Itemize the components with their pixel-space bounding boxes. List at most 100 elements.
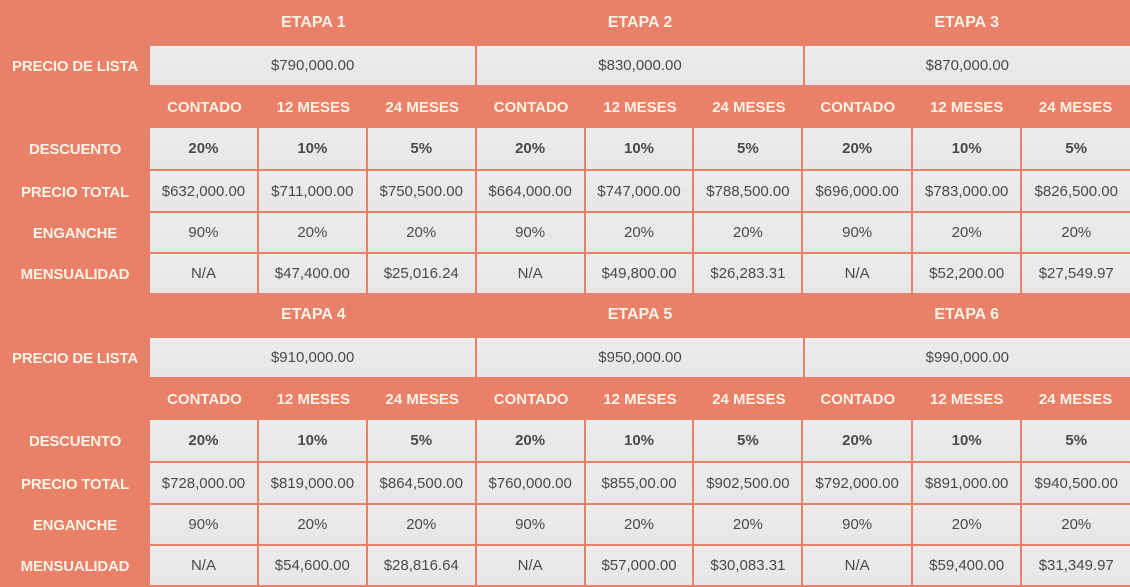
enganche-cell: 20%: [694, 213, 804, 254]
precio-total-cell: $664,000.00: [476, 171, 586, 213]
descuento-cell: 10%: [912, 128, 1023, 171]
mensualidad-cell: N/A: [803, 254, 913, 295]
precio-total-cell: $864,500.00: [367, 463, 477, 505]
plan-header: CONTADO: [820, 99, 896, 116]
descuento-cell: 10%: [258, 420, 368, 463]
plan-header: CONTADO: [167, 99, 242, 116]
descuento-cell: 5%: [694, 420, 804, 463]
etapa-title: ETAPA 2: [607, 14, 673, 31]
enganche-cell: 90%: [803, 213, 913, 254]
descuento-cell: 20%: [150, 420, 259, 463]
precio-lista-value: $990,000.00: [804, 338, 1130, 379]
row-header: ETAPA 4 ETAPA 5 ETAPA 6: [0, 292, 1130, 338]
row-header: ETAPA 1 ETAPA 2 ETAPA 3: [0, 0, 1130, 46]
descuento-cell: 20%: [476, 128, 586, 171]
mensualidad-cell: $30,083.31: [694, 546, 804, 587]
plan-header: 24 MESES: [385, 99, 459, 116]
enganche-cell: 20%: [694, 505, 804, 546]
plan-header: 24 MESES: [1038, 99, 1113, 116]
row-label-precio-lista: PRECIO DE LISTA: [12, 350, 138, 367]
row-label-empty: [0, 379, 150, 420]
precio-total-cell: $696,000.00: [803, 171, 913, 213]
row-enganche: ENGANCHE 90% 20% 20% 90% 20% 20% 90% 20% 20%: [0, 505, 1130, 546]
plan-header: 12 MESES: [603, 391, 677, 408]
descuento-cell: 10%: [258, 128, 368, 171]
precio-total-cell: $940,500.00: [1022, 463, 1130, 505]
row-label-precio-total: PRECIO TOTAL: [21, 475, 129, 493]
plan-header: 24 MESES: [712, 99, 786, 116]
row-label-enganche: ENGANCHE: [32, 225, 118, 242]
row-mensualidad: MENSUALIDAD N/A $54,600.00 $28,816.64 N/A $57…: [0, 546, 1130, 587]
descuento-cell: 20%: [150, 128, 259, 171]
precio-total-cell: $855,00.00: [585, 463, 695, 505]
precio-total-cell: $792,000.00: [803, 463, 913, 505]
plan-header: 24 MESES: [385, 391, 459, 408]
row-enganche: ENGANCHE 90% 20% 20% 90% 20% 20% 90% 20% 20%: [0, 213, 1130, 254]
plan-header: CONTADO: [167, 391, 242, 408]
row-descuento: DESCUENTO 20% 10% 5% 20% 10% 5% 20% 10% 5%: [0, 128, 1130, 171]
mensualidad-cell: $49,800.00: [585, 254, 695, 295]
enganche-cell: 20%: [912, 213, 1023, 254]
mensualidad-cell: $54,600.00: [258, 546, 368, 587]
mensualidad-cell: $31,349.97: [1022, 546, 1130, 587]
plan-header: 12 MESES: [929, 99, 1004, 116]
descuento-cell: 5%: [694, 128, 804, 171]
row-precio-total: PRECIO TOTAL $728,000.00 $819,000.00 $864,5…: [0, 463, 1130, 505]
row-label-empty: [0, 292, 150, 338]
row-precio-lista: PRECIO DE LISTA $910,000.00 $950,000.00 $99…: [0, 338, 1130, 379]
mensualidad-cell: $27,549.97: [1022, 254, 1130, 295]
row-label-descuento: DESCUENTO: [28, 433, 122, 450]
row-plans: CONTADO 12 MESES 24 MESES CONTADO 12 MESES 24…: [0, 87, 1130, 128]
plan-header: CONTADO: [820, 391, 896, 408]
descuento-cell: 20%: [803, 420, 913, 463]
row-precio-total: PRECIO TOTAL $632,000.00 $711,000.00 $750,5…: [0, 171, 1130, 213]
plan-header: CONTADO: [493, 391, 569, 408]
descuento-cell: 10%: [585, 128, 695, 171]
precio-total-cell: $728,000.00: [150, 463, 259, 505]
enganche-cell: 90%: [476, 213, 586, 254]
row-label-precio-lista: PRECIO DE LISTA: [12, 58, 138, 75]
precio-lista-value: $910,000.00: [150, 338, 478, 379]
precio-total-cell: $632,000.00: [150, 171, 259, 213]
enganche-cell: 20%: [1022, 505, 1130, 546]
plan-header: CONTADO: [493, 99, 569, 116]
mensualidad-cell: N/A: [150, 254, 259, 295]
descuento-cell: 5%: [367, 420, 477, 463]
mensualidad-cell: N/A: [150, 546, 259, 587]
enganche-cell: 20%: [912, 505, 1023, 546]
row-descuento: DESCUENTO 20% 10% 5% 20% 10% 5% 20% 10% 5%: [0, 420, 1130, 463]
plan-header: 12 MESES: [276, 99, 351, 116]
descuento-cell: 10%: [912, 420, 1023, 463]
plan-header: 24 MESES: [1038, 391, 1113, 408]
row-label-mensualidad: MENSUALIDAD: [20, 558, 130, 575]
mensualidad-cell: N/A: [803, 546, 913, 587]
row-label-enganche: ENGANCHE: [32, 517, 118, 534]
precio-lista-value: $830,000.00: [477, 46, 805, 87]
precio-total-cell: $902,500.00: [694, 463, 804, 505]
row-label-mensualidad: MENSUALIDAD: [20, 266, 130, 283]
precio-lista-value: $870,000.00: [804, 46, 1130, 87]
row-label-empty: [0, 87, 150, 128]
etapa-title: ETAPA 6: [934, 306, 999, 323]
descuento-cell: 5%: [1022, 420, 1130, 463]
enganche-cell: 90%: [150, 213, 259, 254]
row-precio-lista: PRECIO DE LISTA $790,000.00 $830,000.00 $87…: [0, 46, 1130, 87]
section-1: ETAPA 1 ETAPA 2 ETAPA 3 PRECIO DE LISTA $790…: [0, 0, 1130, 295]
row-mensualidad: MENSUALIDAD N/A $47,400.00 $25,016.24 N/A $49…: [0, 254, 1130, 295]
precio-total-cell: $747,000.00: [585, 171, 695, 213]
enganche-cell: 90%: [150, 505, 259, 546]
precio-total-cell: $819,000.00: [258, 463, 368, 505]
descuento-cell: 10%: [585, 420, 695, 463]
row-label-empty: [0, 0, 150, 46]
row-label-precio-total: PRECIO TOTAL: [21, 183, 129, 201]
enganche-cell: 20%: [585, 505, 695, 546]
row-plans: CONTADO 12 MESES 24 MESES CONTADO 12 MESES 24…: [0, 379, 1130, 420]
mensualidad-cell: $47,400.00: [258, 254, 368, 295]
enganche-cell: 20%: [258, 505, 368, 546]
row-label-descuento: DESCUENTO: [28, 141, 122, 158]
enganche-cell: 20%: [367, 505, 477, 546]
precio-lista-value: $790,000.00: [150, 46, 478, 87]
plan-header: 24 MESES: [712, 391, 786, 408]
precio-total-cell: $788,500.00: [694, 171, 804, 213]
